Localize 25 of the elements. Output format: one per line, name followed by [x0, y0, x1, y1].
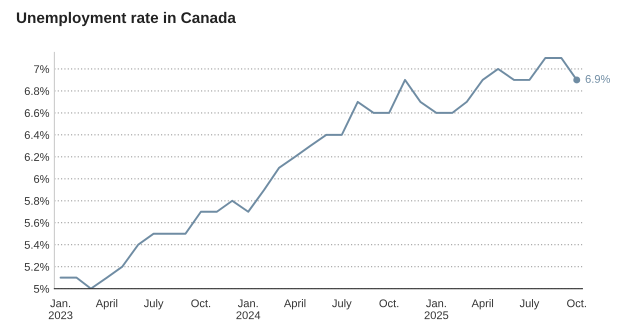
x-tick-label: April — [96, 299, 118, 310]
x-tick-label: Jan. 2024 — [236, 299, 260, 320]
y-tick-label: 6.8% — [24, 87, 50, 96]
y-tick-label: 5.6% — [24, 219, 50, 227]
y-tick-label: 5% — [34, 284, 50, 293]
x-tick-label: July — [144, 299, 164, 310]
y-tick-label: 5.8% — [24, 197, 50, 205]
x-tick-label: Oct. — [191, 299, 210, 308]
y-tick-label: 6.2% — [24, 153, 50, 161]
y-tick-label: 5.4% — [24, 241, 50, 249]
x-tick-label: Oct. — [379, 299, 398, 308]
x-tick-label: April — [472, 299, 494, 310]
x-tick-label: July — [520, 299, 540, 310]
y-tick-label: 6% — [34, 175, 50, 183]
x-tick-label: Jan. 2023 — [48, 299, 72, 320]
y-tick-label: 6.6% — [24, 109, 50, 118]
x-tick-label: Jan. 2025 — [424, 299, 448, 320]
y-tick-label: 6.4% — [24, 131, 50, 139]
x-tick-label: April — [284, 299, 306, 310]
x-tick-label: July — [332, 299, 352, 310]
y-tick-label: 5.2% — [24, 262, 50, 271]
chart-title: Unemployment rate in Canada — [16, 12, 236, 26]
annotation: 6.9% — [586, 75, 610, 83]
x-tick-label: Oct. — [567, 299, 586, 308]
y-tick-label: 7% — [34, 65, 50, 74]
